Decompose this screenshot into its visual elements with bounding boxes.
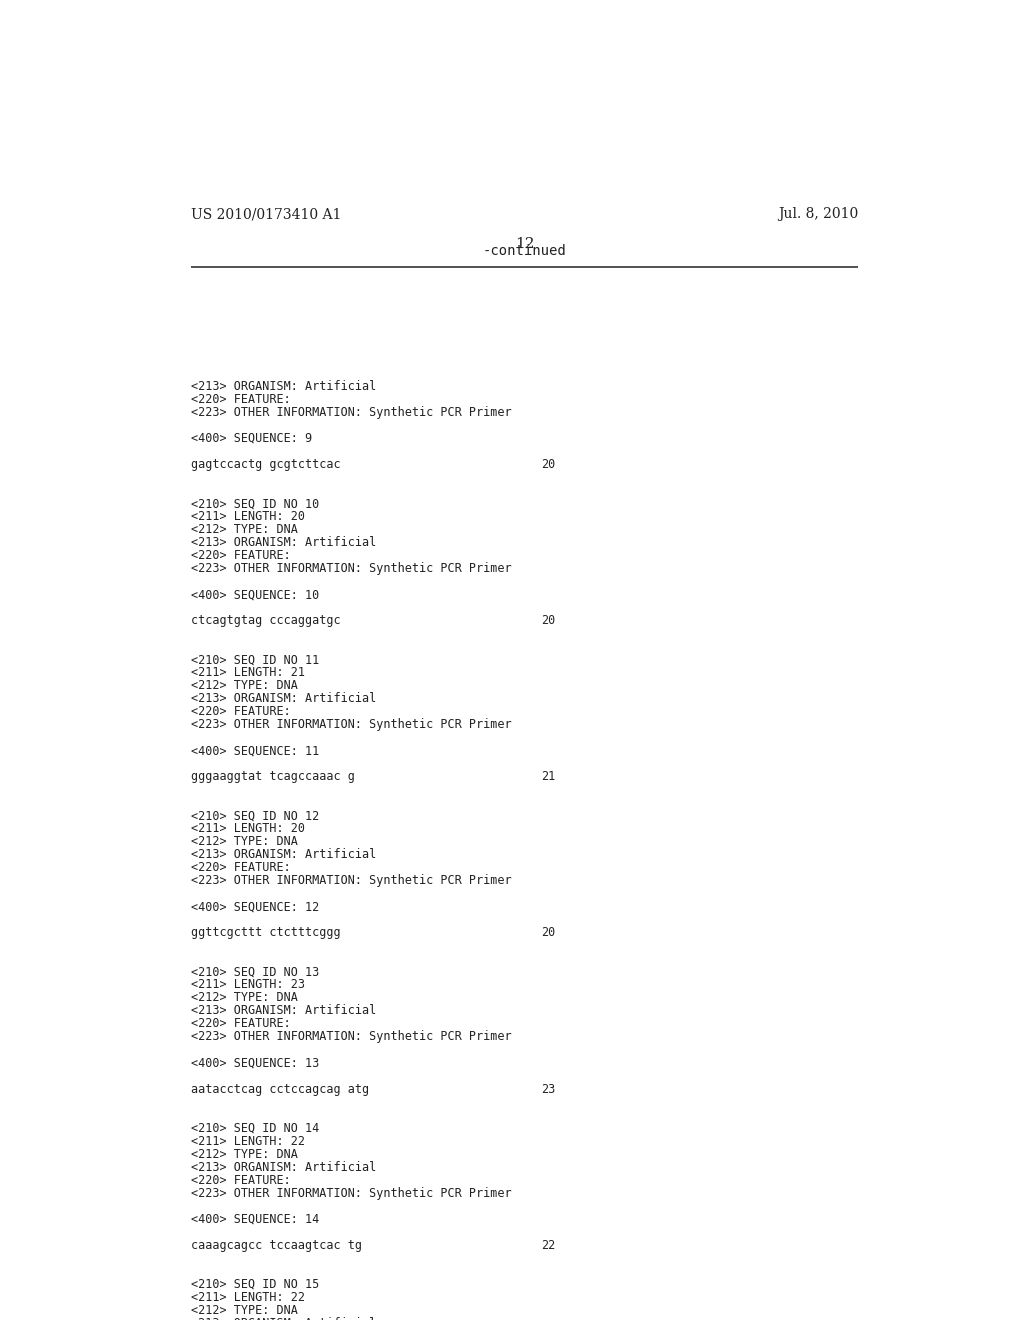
Text: <210> SEQ ID NO 12: <210> SEQ ID NO 12 (191, 809, 319, 822)
Text: <400> SEQUENCE: 13: <400> SEQUENCE: 13 (191, 1056, 319, 1069)
Text: <210> SEQ ID NO 14: <210> SEQ ID NO 14 (191, 1122, 319, 1135)
Text: <213> ORGANISM: Artificial: <213> ORGANISM: Artificial (191, 1316, 377, 1320)
Text: aatacctcag cctccagcag atg: aatacctcag cctccagcag atg (191, 1082, 370, 1096)
Text: <220> FEATURE:: <220> FEATURE: (191, 1173, 291, 1187)
Text: <212> TYPE: DNA: <212> TYPE: DNA (191, 836, 298, 849)
Text: <211> LENGTH: 23: <211> LENGTH: 23 (191, 978, 305, 991)
Text: <212> TYPE: DNA: <212> TYPE: DNA (191, 1304, 298, 1316)
Text: <211> LENGTH: 20: <211> LENGTH: 20 (191, 510, 305, 523)
Text: <210> SEQ ID NO 15: <210> SEQ ID NO 15 (191, 1278, 319, 1291)
Text: <211> LENGTH: 20: <211> LENGTH: 20 (191, 822, 305, 836)
Text: 20: 20 (541, 927, 555, 940)
Text: <212> TYPE: DNA: <212> TYPE: DNA (191, 1147, 298, 1160)
Text: -continued: -continued (483, 244, 566, 257)
Text: <213> ORGANISM: Artificial: <213> ORGANISM: Artificial (191, 380, 377, 393)
Text: <220> FEATURE:: <220> FEATURE: (191, 549, 291, 562)
Text: <220> FEATURE:: <220> FEATURE: (191, 862, 291, 874)
Text: <223> OTHER INFORMATION: Synthetic PCR Primer: <223> OTHER INFORMATION: Synthetic PCR P… (191, 1187, 512, 1200)
Text: US 2010/0173410 A1: US 2010/0173410 A1 (191, 207, 342, 222)
Text: <210> SEQ ID NO 11: <210> SEQ ID NO 11 (191, 653, 319, 667)
Text: caaagcagcc tccaagtcac tg: caaagcagcc tccaagtcac tg (191, 1238, 362, 1251)
Text: <213> ORGANISM: Artificial: <213> ORGANISM: Artificial (191, 692, 377, 705)
Text: Jul. 8, 2010: Jul. 8, 2010 (778, 207, 858, 222)
Text: <400> SEQUENCE: 11: <400> SEQUENCE: 11 (191, 744, 319, 758)
Text: <223> OTHER INFORMATION: Synthetic PCR Primer: <223> OTHER INFORMATION: Synthetic PCR P… (191, 562, 512, 576)
Text: <213> ORGANISM: Artificial: <213> ORGANISM: Artificial (191, 1005, 377, 1018)
Text: 12: 12 (515, 236, 535, 251)
Text: <400> SEQUENCE: 12: <400> SEQUENCE: 12 (191, 900, 319, 913)
Text: <213> ORGANISM: Artificial: <213> ORGANISM: Artificial (191, 536, 377, 549)
Text: <212> TYPE: DNA: <212> TYPE: DNA (191, 680, 298, 692)
Text: <212> TYPE: DNA: <212> TYPE: DNA (191, 991, 298, 1005)
Text: <223> OTHER INFORMATION: Synthetic PCR Primer: <223> OTHER INFORMATION: Synthetic PCR P… (191, 718, 512, 731)
Text: 23: 23 (541, 1082, 555, 1096)
Text: 20: 20 (541, 614, 555, 627)
Text: <211> LENGTH: 21: <211> LENGTH: 21 (191, 667, 305, 680)
Text: <400> SEQUENCE: 10: <400> SEQUENCE: 10 (191, 589, 319, 601)
Text: <210> SEQ ID NO 13: <210> SEQ ID NO 13 (191, 965, 319, 978)
Text: <211> LENGTH: 22: <211> LENGTH: 22 (191, 1291, 305, 1304)
Text: <223> OTHER INFORMATION: Synthetic PCR Primer: <223> OTHER INFORMATION: Synthetic PCR P… (191, 407, 512, 418)
Text: 22: 22 (541, 1238, 555, 1251)
Text: <220> FEATURE:: <220> FEATURE: (191, 705, 291, 718)
Text: gggaaggtat tcagccaaac g: gggaaggtat tcagccaaac g (191, 771, 355, 783)
Text: <223> OTHER INFORMATION: Synthetic PCR Primer: <223> OTHER INFORMATION: Synthetic PCR P… (191, 1031, 512, 1044)
Text: ggttcgcttt ctctttcggg: ggttcgcttt ctctttcggg (191, 927, 341, 940)
Text: <223> OTHER INFORMATION: Synthetic PCR Primer: <223> OTHER INFORMATION: Synthetic PCR P… (191, 874, 512, 887)
Text: gagtccactg gcgtcttcac: gagtccactg gcgtcttcac (191, 458, 341, 471)
Text: <212> TYPE: DNA: <212> TYPE: DNA (191, 523, 298, 536)
Text: 21: 21 (541, 771, 555, 783)
Text: <213> ORGANISM: Artificial: <213> ORGANISM: Artificial (191, 849, 377, 862)
Text: <211> LENGTH: 22: <211> LENGTH: 22 (191, 1135, 305, 1147)
Text: <220> FEATURE:: <220> FEATURE: (191, 393, 291, 407)
Text: 20: 20 (541, 458, 555, 471)
Text: <213> ORGANISM: Artificial: <213> ORGANISM: Artificial (191, 1160, 377, 1173)
Text: <400> SEQUENCE: 9: <400> SEQUENCE: 9 (191, 432, 312, 445)
Text: <210> SEQ ID NO 10: <210> SEQ ID NO 10 (191, 498, 319, 510)
Text: ctcagtgtag cccaggatgc: ctcagtgtag cccaggatgc (191, 614, 341, 627)
Text: <400> SEQUENCE: 14: <400> SEQUENCE: 14 (191, 1213, 319, 1225)
Text: <220> FEATURE:: <220> FEATURE: (191, 1018, 291, 1031)
